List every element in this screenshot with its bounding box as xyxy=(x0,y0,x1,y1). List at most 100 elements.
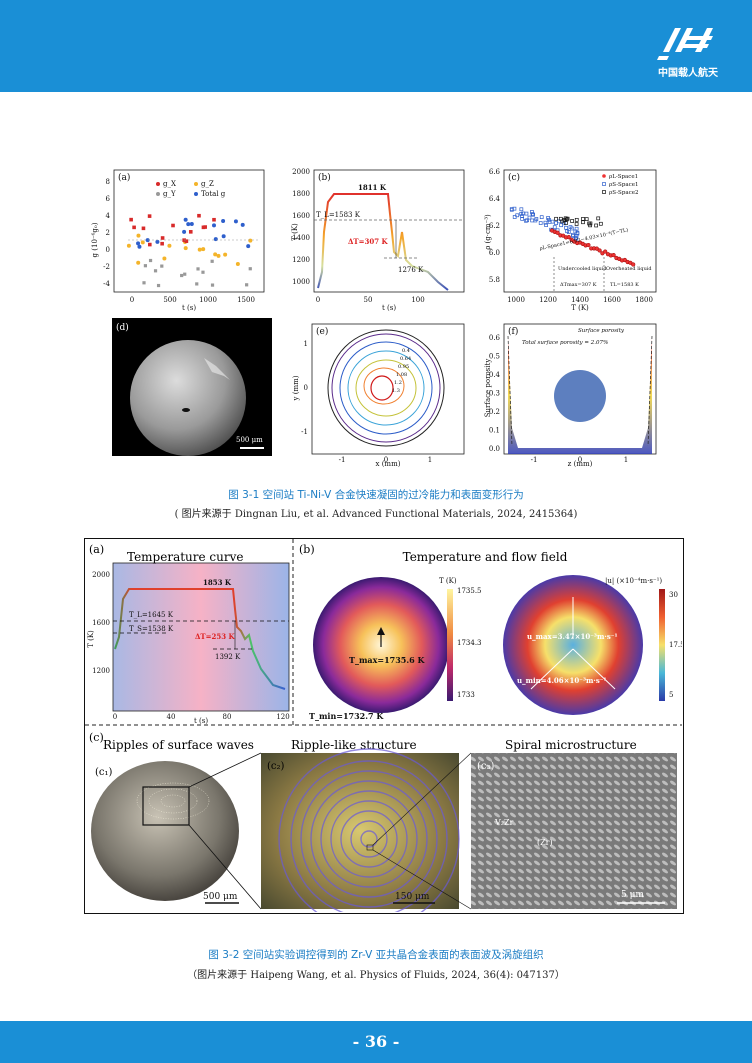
y-tick-label: 2000 xyxy=(92,571,110,579)
page-number: - 36 - xyxy=(352,1032,400,1051)
nucleation-annotation: 1276 K xyxy=(398,266,424,274)
data-point xyxy=(588,221,593,226)
data-point xyxy=(160,241,164,246)
data-point xyxy=(183,272,187,276)
data-point xyxy=(524,211,529,216)
data-point xyxy=(509,207,514,212)
legend-marker xyxy=(194,192,198,196)
y-tick-label: 8 xyxy=(106,178,110,186)
data-point xyxy=(530,210,534,214)
figure2-caption: 图 3-2 空间站实验调控得到的 Zr-V 亚共晶合金表面的表面波及涡旋组织 xyxy=(208,949,544,961)
colorbar-tick: 1735.5 xyxy=(457,587,482,595)
data-point xyxy=(598,221,603,226)
data-point xyxy=(521,211,525,216)
fig1-panel-a: (a) 8 6 4 2 0 -2 -4 0 500 1000 1500 g_X g_Z g_Y Total… xyxy=(88,162,270,312)
legend-marker xyxy=(156,192,160,196)
data-point xyxy=(594,223,599,228)
cmse-logo-icon xyxy=(657,28,713,60)
panel-title: Ripples of surface waves xyxy=(103,738,254,752)
data-point xyxy=(182,229,187,234)
contour-level: 0.95 xyxy=(398,364,409,370)
x-tick-label: 1600 xyxy=(603,296,621,304)
panel-title: Temperature and flow field xyxy=(403,550,568,564)
data-point xyxy=(603,249,608,254)
y-tick-label: 2 xyxy=(106,229,110,237)
data-point xyxy=(596,216,601,221)
legend-label: Total g xyxy=(201,190,226,198)
data-point xyxy=(129,217,133,222)
data-point xyxy=(195,282,199,286)
data-point xyxy=(519,212,524,216)
x-tick-label: 50 xyxy=(364,296,373,304)
legend-label: ρL-Space1 xyxy=(609,174,638,180)
data-point xyxy=(221,234,226,239)
colorbar-title: T (K) xyxy=(439,577,457,585)
scale-bar-label: 150 μm xyxy=(395,892,430,902)
data-point xyxy=(145,238,150,243)
data-point xyxy=(543,220,548,225)
x-tick-label: 0 xyxy=(113,713,117,721)
panel-label: (e) xyxy=(316,326,328,337)
y-tick-label: 0.2 xyxy=(489,408,500,416)
y-axis-label: T (K) xyxy=(87,630,95,648)
colorbar-tick: 17.5 xyxy=(669,641,682,649)
data-point xyxy=(153,269,158,273)
subpanel-label: (c₃) xyxy=(477,761,495,772)
data-point xyxy=(213,237,218,242)
data-point xyxy=(512,215,517,219)
data-point xyxy=(245,283,249,287)
fig1d-sem-sphere: (d) 500 μm xyxy=(116,322,264,456)
data-point xyxy=(611,252,616,258)
y-tick-label: 6.6 xyxy=(489,168,501,176)
panel-label: (f) xyxy=(508,326,518,337)
x-tick-label: 100 xyxy=(411,296,424,304)
data-point xyxy=(527,215,532,220)
data-point xyxy=(160,264,164,268)
x-tick-label: 1200 xyxy=(539,296,557,304)
panel-label: (b) xyxy=(318,172,331,183)
umax-annotation: u_max=3.47×10⁻³m·s⁻¹ xyxy=(527,632,618,641)
subpanel-label: (c₁) xyxy=(95,767,113,778)
y-tick-label: 1200 xyxy=(92,667,110,675)
colorbar-tick: 1733 xyxy=(457,691,475,699)
data-point xyxy=(212,217,216,222)
fig2-svg: (a) Temperature curve 1853 K T_L=1645 K … xyxy=(85,539,682,912)
panel-label: (b) xyxy=(299,543,315,556)
dtmax-annotation: ΔTmax=307 K xyxy=(560,282,597,288)
y-axis-label: y (mm) xyxy=(292,375,300,401)
subpanel-label: (c₂) xyxy=(267,761,285,772)
x-tick-label: 500 xyxy=(163,296,176,304)
peak-annotation: 1853 K xyxy=(203,578,232,587)
figure1-caption: 图 3-1 空间站 Ti-Ni-V 合金快速凝固的过冷能力和表面变形行为 xyxy=(228,489,524,501)
contour-level: 1.08 xyxy=(396,372,407,378)
data-point xyxy=(538,221,543,225)
y-tick-label: 0.0 xyxy=(489,445,500,453)
data-point xyxy=(586,242,591,248)
fig1e-contour-plot: 0.4 0.64 0.95 1.08 1.2 1.3 (e) -1 0 1 1 0 -1 y (mm… xyxy=(292,323,465,468)
overheated-label: Overheated liquid xyxy=(606,266,652,272)
x-axis-label: x (mm) xyxy=(376,460,401,468)
data-point xyxy=(546,216,550,220)
data-point xyxy=(180,273,184,278)
y-tick-label: 2000 xyxy=(292,168,310,176)
data-point xyxy=(188,230,193,234)
phase-annotation: (Zr) xyxy=(537,838,553,847)
data-point xyxy=(189,222,194,227)
y-axis-label: g (10⁻⁶g₀) xyxy=(91,222,99,257)
data-point xyxy=(186,222,191,227)
tmax-annotation: T_max=1735.6 K xyxy=(349,655,425,665)
data-point xyxy=(155,239,160,244)
legend-label: g_X xyxy=(163,180,176,188)
x-tick-label: 1800 xyxy=(635,296,653,304)
data-point xyxy=(167,243,172,248)
y-tick-label: 1200 xyxy=(292,256,310,264)
colorbar-tick: 5 xyxy=(669,691,673,699)
x-tick-label: 1000 xyxy=(507,296,525,304)
data-point xyxy=(564,221,568,225)
data-point xyxy=(248,267,252,271)
panel-title: Temperature curve xyxy=(127,550,244,564)
data-point xyxy=(571,234,575,238)
contour-level: 0.4 xyxy=(402,348,410,354)
legend-marker xyxy=(194,182,198,186)
legend-label: ρS-Space1 xyxy=(609,182,638,188)
